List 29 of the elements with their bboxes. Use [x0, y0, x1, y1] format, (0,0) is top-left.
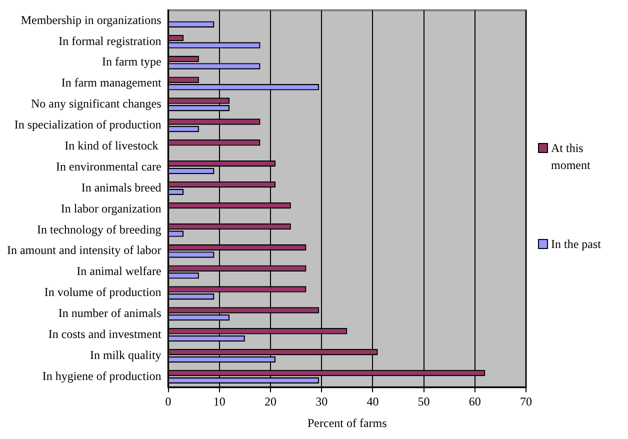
y-tick-label: In animal welfare — [76, 264, 162, 278]
y-tick-label: No any significant changes — [31, 96, 162, 111]
x-tick-label: 70 — [520, 394, 532, 409]
x-tick-label: 40 — [366, 394, 379, 409]
y-tick-label: In milk quality — [90, 348, 162, 362]
y-tick-label: In kind of livestock — [64, 138, 162, 152]
y-tick-label: In formal registration — [58, 34, 162, 48]
y-tick-label: In farm management — [61, 76, 162, 90]
legend-label: At this moment — [551, 140, 592, 174]
y-tick-label: In labor organization — [60, 201, 162, 216]
y-tick-label: In animals breed — [81, 180, 162, 194]
y-tick-label: In hygiene of production — [42, 368, 162, 383]
y-tick-label: In farm type — [102, 54, 162, 69]
y-tick-label: In environmental care — [56, 159, 162, 174]
x-tick-label: 50 — [418, 394, 430, 409]
x-axis-title: Percent of farms — [307, 416, 388, 430]
x-tick-label: 0 — [165, 394, 172, 409]
y-tick-label: In specialization of production — [14, 118, 162, 132]
x-tick-label: 20 — [264, 394, 276, 409]
x-tick-label: 60 — [468, 394, 481, 409]
y-tick-label: In technology of breeding — [37, 222, 162, 236]
y-tick-label: In number of animals — [58, 306, 162, 320]
legend-label: In the past — [551, 236, 601, 253]
x-tick-label: 30 — [316, 394, 328, 409]
y-tick-label: In amount and intensity of labor — [6, 243, 162, 258]
y-tick-label: In volume of production — [44, 285, 162, 300]
y-tick-label: Membership in organizations — [20, 12, 162, 27]
y-tick-label: In costs and investment — [48, 326, 162, 341]
x-tick-label: 10 — [213, 394, 226, 409]
